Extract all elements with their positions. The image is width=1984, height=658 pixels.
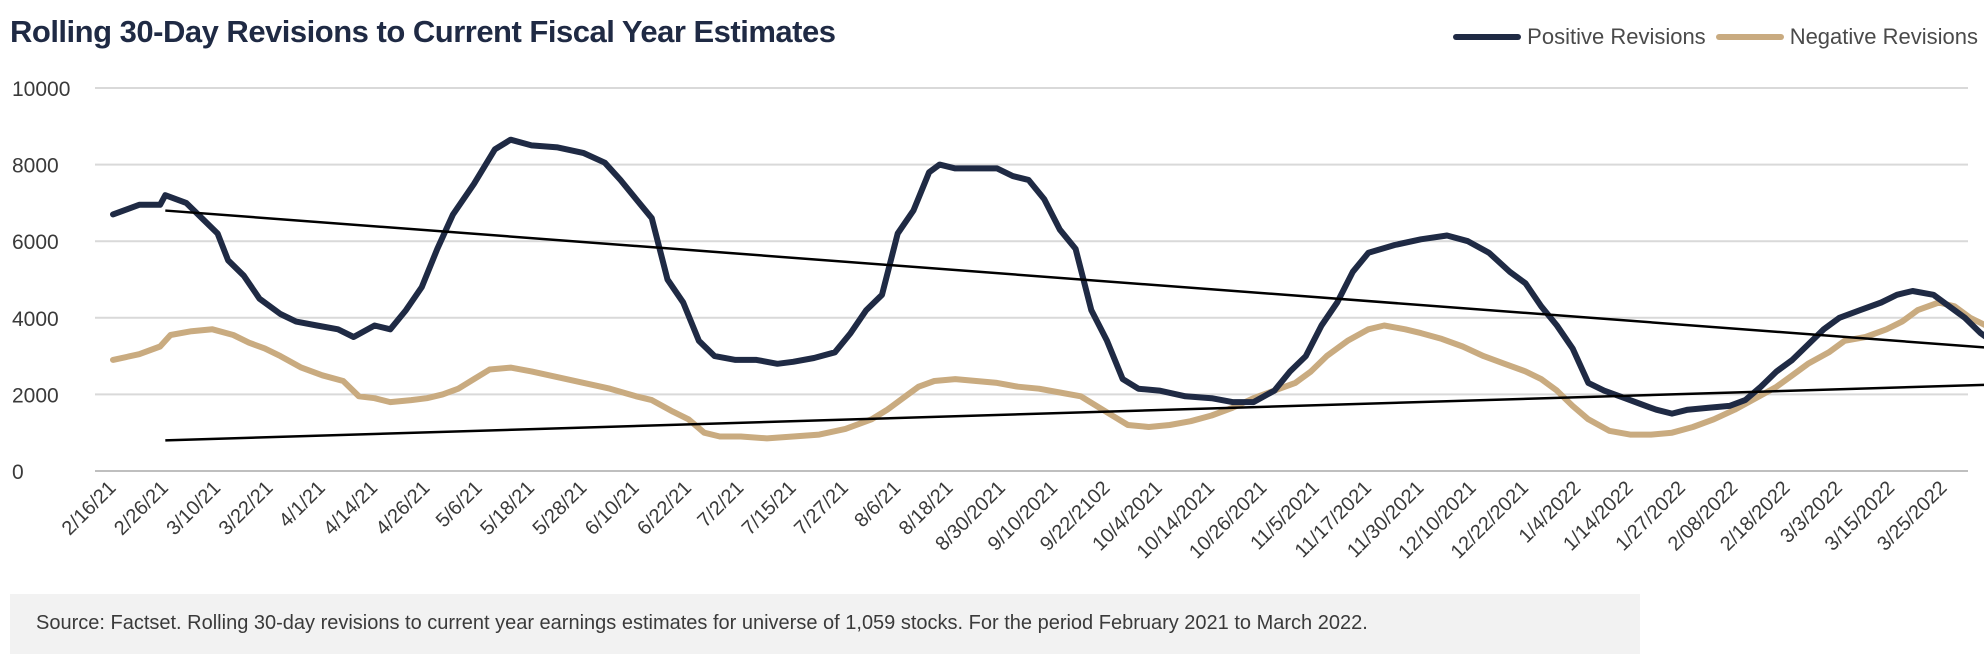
legend-swatch-negative xyxy=(1715,34,1784,40)
y-tick-label: 10000 xyxy=(12,78,70,101)
x-tick-label: 2/16/21 xyxy=(58,477,121,540)
y-axis-ticks: 0 2000 4000 6000 8000 10000 xyxy=(12,78,70,484)
trend-line xyxy=(165,383,1984,442)
x-axis-ticks: 2/16/212/26/213/10/213/22/214/1/214/14/2… xyxy=(58,477,1952,563)
footer-note: Source: Factset. Rolling 30-day revision… xyxy=(10,594,1640,654)
y-tick-label: 8000 xyxy=(12,155,59,178)
y-tick-label: 4000 xyxy=(12,308,59,331)
x-tick-label: 6/10/21 xyxy=(581,477,644,540)
x-tick-label: 2/26/21 xyxy=(110,477,173,540)
x-tick-label: 3/22/21 xyxy=(215,477,278,540)
x-tick-label: 3/10/21 xyxy=(162,477,225,540)
positive-revisionsline xyxy=(110,136,1984,417)
chart-title: Rolling 30-Day Revisions to Current Fisc… xyxy=(10,14,836,49)
x-tick-label: 5/18/21 xyxy=(476,477,539,540)
legend-item-positive: Positive Revisions xyxy=(1453,24,1706,50)
y-tick-label: 6000 xyxy=(12,231,59,254)
x-tick-label: 7/27/21 xyxy=(790,477,853,540)
legend-swatch-positive xyxy=(1453,34,1522,40)
line-chart: 0 2000 4000 6000 8000 10000 2/16/212/26/213/1… xyxy=(12,78,1984,563)
x-tick-label: 6/22/21 xyxy=(633,477,696,540)
legend-label-positive: Positive Revisions xyxy=(1527,24,1706,49)
legend-label-negative: Negative Revisions xyxy=(1789,24,1978,49)
y-tick-label: 2000 xyxy=(12,384,59,407)
grid-lines xyxy=(95,87,1968,472)
y-tick-label: 0 xyxy=(12,461,24,484)
trend-line xyxy=(165,209,1984,349)
legend-item-negative: Negative Revisions xyxy=(1715,24,1978,50)
x-tick-label: 4/14/21 xyxy=(319,477,382,540)
trend-lines xyxy=(165,209,1984,442)
x-tick-label: 4/26/21 xyxy=(372,477,435,540)
x-tick-label: 7/15/21 xyxy=(738,477,801,540)
source-note: Source: Factset. Rolling 30-day revision… xyxy=(36,612,1368,634)
x-tick-label: 5/28/21 xyxy=(529,477,592,540)
chart-legend: Positive Revisions Negative Revisions xyxy=(1453,24,1978,50)
